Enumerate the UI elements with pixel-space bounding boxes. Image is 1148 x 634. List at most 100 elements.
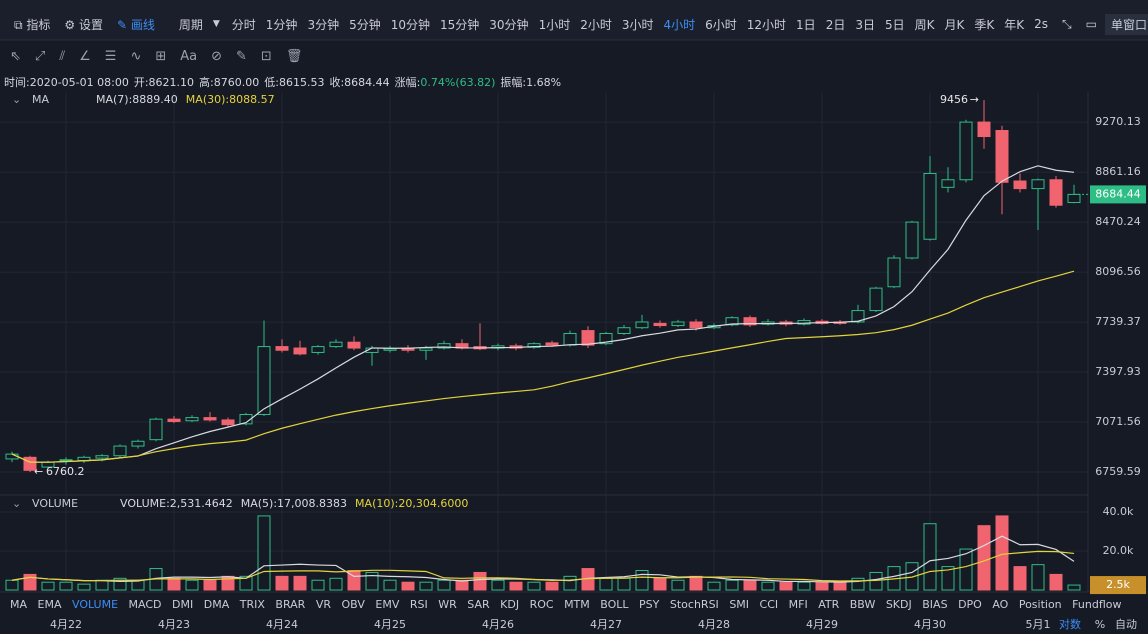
- indicator-tab[interactable]: DMA: [203, 597, 230, 611]
- delete-icon[interactable]: 🗑: [285, 48, 303, 64]
- magnet-icon[interactable]: ⊘: [211, 48, 223, 64]
- indicator-tab[interactable]: VR: [315, 597, 331, 611]
- volume-bar: [329, 577, 343, 591]
- indicator-tab[interactable]: MACD: [128, 597, 162, 611]
- indicator-tab[interactable]: DMI: [172, 597, 194, 611]
- period-button[interactable]: 12小时: [746, 17, 787, 32]
- volume-bar: [365, 571, 379, 591]
- indicator-tab[interactable]: MFI: [788, 597, 808, 611]
- indicator-tab[interactable]: SAR: [467, 597, 490, 611]
- window-select[interactable]: 单窗口: [1104, 13, 1148, 35]
- x-tick-label: 4月24: [266, 618, 298, 631]
- ruler-icon[interactable]: ✎: [236, 48, 247, 64]
- indicator-tab[interactable]: SKDJ: [885, 597, 912, 611]
- period-button[interactable]: 10分钟: [390, 17, 430, 32]
- period-button[interactable]: 4小时: [663, 17, 696, 32]
- period-label[interactable]: 周期: [178, 17, 203, 32]
- drawing-tools: ⇖ ⤢ ⫽ ∠ ☰ ∿ ⊞ Aa ⊘ ✎ ⊡ 🗑: [10, 44, 316, 68]
- last-price: 8684.44: [1095, 187, 1141, 200]
- candle-body: [527, 343, 541, 348]
- expand-icon[interactable]: ⤡: [1062, 16, 1072, 31]
- indicator-tab[interactable]: PSY: [639, 597, 660, 611]
- indicator-tab[interactable]: CCI: [759, 597, 779, 611]
- indicator-tab[interactable]: BBW: [849, 597, 876, 611]
- text-icon[interactable]: Aa: [180, 48, 198, 64]
- indicator-tab[interactable]: Position: [1018, 597, 1062, 611]
- period-button[interactable]: 2日: [825, 17, 846, 32]
- period-button[interactable]: 5日: [884, 17, 905, 32]
- period-button[interactable]: 季K: [974, 17, 995, 32]
- candle-body: [581, 330, 595, 346]
- x-tick-label: 4月26: [482, 618, 514, 631]
- period-button[interactable]: 15分钟: [440, 17, 480, 32]
- footer-button[interactable]: 自动: [1115, 618, 1137, 631]
- period-button[interactable]: 年K: [1004, 17, 1025, 32]
- volume-bar: [293, 575, 307, 591]
- lock-icon[interactable]: ⊡: [260, 48, 272, 64]
- footer-button[interactable]: %: [1095, 618, 1105, 631]
- volume-bar: [1067, 584, 1081, 591]
- candle-body: [437, 343, 451, 349]
- ohlc-info: 时间:2020-05-01 08:00 开:8621.10 高:8760.00 低:8…: [4, 74, 566, 90]
- period-button[interactable]: 5分钟: [349, 17, 381, 32]
- y-tick-label: 8096.56: [1095, 265, 1141, 278]
- angle-icon[interactable]: ∠: [79, 48, 91, 64]
- period-button[interactable]: 6小时: [705, 17, 737, 32]
- volume-bar: [725, 579, 739, 591]
- cursor-icon[interactable]: ⇖: [10, 48, 21, 64]
- indicator-tab[interactable]: TRIX: [239, 597, 265, 611]
- toolbar-button[interactable]: ⧉ 指标: [14, 17, 51, 32]
- refresh[interactable]: 2s: [1034, 17, 1048, 31]
- period-button[interactable]: 30分钟: [489, 17, 529, 32]
- channel-icon[interactable]: ⫽: [59, 48, 66, 64]
- footer-button[interactable]: 对数: [1059, 617, 1081, 631]
- candle-body: [923, 172, 937, 240]
- toolbar-button[interactable]: ✎ 画线: [116, 17, 155, 32]
- indicator-tab[interactable]: DPO: [958, 597, 982, 611]
- volume-bar: [599, 577, 613, 591]
- line-icon[interactable]: ⤢: [34, 48, 46, 64]
- lines-icon[interactable]: ☰: [104, 48, 117, 64]
- indicator-tab[interactable]: KDJ: [500, 597, 520, 611]
- indicator-tab[interactable]: BOLL: [600, 597, 629, 611]
- indicator-tab[interactable]: WR: [438, 597, 457, 611]
- indicator-tab[interactable]: MTM: [564, 597, 590, 611]
- candle-body: [1031, 179, 1045, 190]
- indicator-tab[interactable]: BIAS: [922, 597, 948, 611]
- period-button[interactable]: 1日: [796, 17, 816, 32]
- period-button[interactable]: 分时: [231, 17, 256, 32]
- indicator-tab[interactable]: ATR: [818, 597, 840, 611]
- ma-line: [11, 165, 1075, 463]
- info-item: 收:8684.44: [329, 76, 390, 89]
- period-button[interactable]: 3分钟: [307, 17, 340, 32]
- period-button[interactable]: 1小时: [538, 17, 571, 32]
- period-button[interactable]: 2小时: [580, 17, 612, 32]
- indicator-tab[interactable]: StochRSI: [669, 597, 719, 611]
- indicator-tab[interactable]: ROC: [529, 597, 554, 611]
- indicator-tab[interactable]: SMI: [729, 597, 750, 611]
- period-button[interactable]: 周K: [914, 17, 935, 32]
- indicator-tab[interactable]: RSI: [409, 597, 428, 611]
- window-icon[interactable]: ▭: [1085, 17, 1097, 31]
- toolbar-button[interactable]: ⚙ 设置: [64, 17, 103, 32]
- period-button[interactable]: 1分钟: [265, 17, 298, 32]
- indicator-tab[interactable]: EMA: [37, 597, 62, 611]
- indicator-tab[interactable]: OBV: [341, 597, 365, 611]
- volume-bar: [527, 581, 541, 591]
- wave-icon[interactable]: ∿: [130, 48, 142, 64]
- volume-bar: [1031, 564, 1045, 591]
- indicator-tab[interactable]: AO: [992, 597, 1009, 611]
- candle-body: [59, 459, 73, 462]
- period-button[interactable]: 月K: [944, 17, 965, 32]
- shape-icon[interactable]: ⊞: [155, 48, 167, 64]
- period-button[interactable]: 3小时: [621, 17, 654, 32]
- period-button[interactable]: 3日: [855, 17, 875, 32]
- volume-bar: [239, 575, 253, 591]
- min-arrow: ←: [34, 465, 43, 478]
- indicator-tab[interactable]: BRAR: [275, 597, 306, 611]
- indicator-tab[interactable]: Fundflow: [1072, 597, 1122, 611]
- indicator-tab[interactable]: EMV: [375, 597, 400, 611]
- indicator-tab[interactable]: MA: [10, 597, 28, 611]
- volume-bar: [257, 515, 271, 591]
- indicator-tab[interactable]: VOLUME: [71, 597, 119, 611]
